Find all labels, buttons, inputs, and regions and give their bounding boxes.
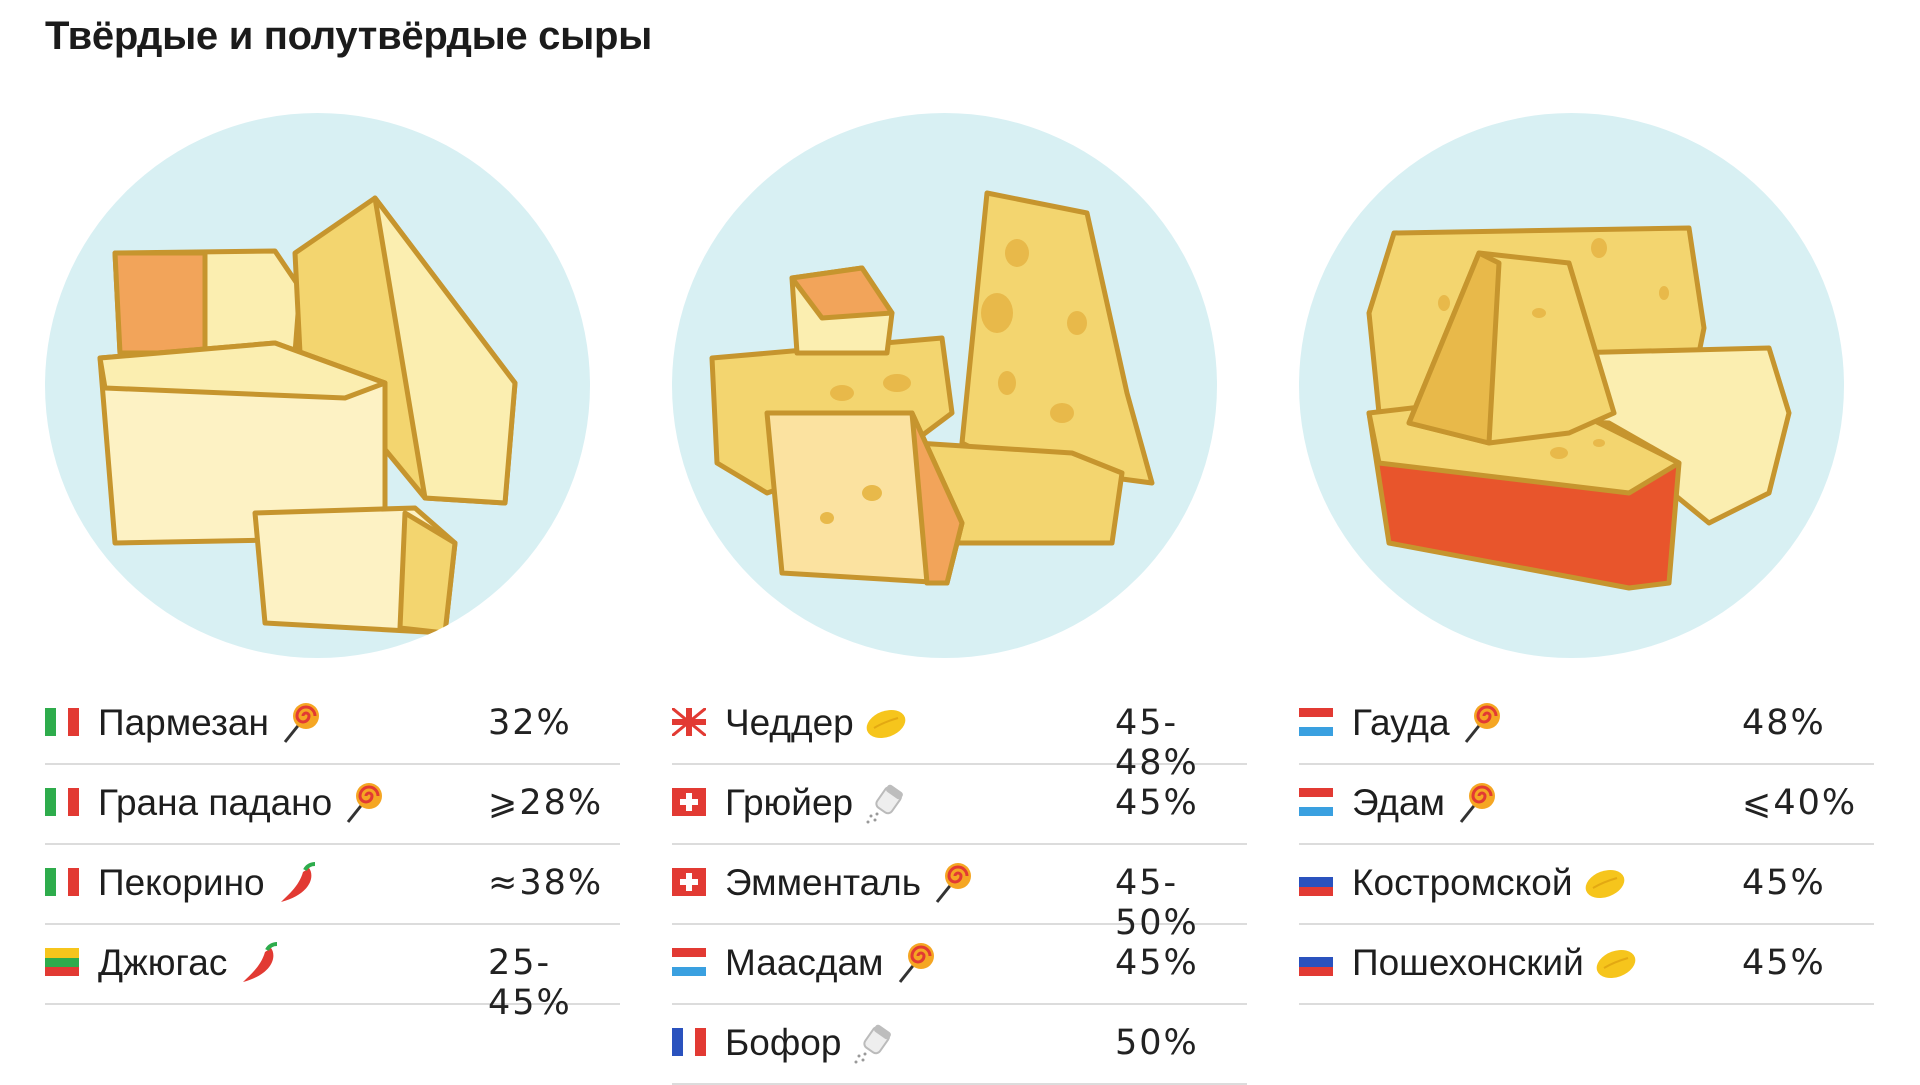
cheese-list-column-3: Гауда 48% Эдам ⩽40% Костромской 45% Пошехонски…	[1299, 685, 1874, 1005]
cheese-name: Бофор	[725, 1020, 895, 1066]
chili-pepper-icon	[275, 860, 319, 906]
cheese-row: Гауда 48%	[1299, 685, 1874, 765]
netherlands-flag	[1299, 788, 1333, 816]
chili-pepper-icon	[237, 940, 281, 986]
cheese-name-label: Пармезан	[98, 702, 269, 743]
russia-flag	[1299, 868, 1333, 896]
cheese-row: Грана падано ⩾28%	[45, 765, 620, 845]
netherlands-flag	[672, 948, 706, 976]
cheese-name: Костромской	[1352, 860, 1627, 906]
lollipop-icon	[1455, 780, 1499, 826]
cheese-name: Эмменталь	[725, 860, 975, 906]
fat-percentage: 45%	[1115, 783, 1199, 823]
cheese-name-label: Грана падано	[98, 782, 333, 823]
cheese-name-label: Джюгас	[98, 942, 228, 983]
lollipop-icon	[342, 780, 386, 826]
fat-percentage: 45-48%	[1115, 703, 1199, 783]
cheese-name-label: Костромской	[1352, 862, 1573, 903]
uk-flag	[672, 708, 706, 736]
cheese-list-column-1: Пармезан 32% Грана падано ⩾28% Пекорино ≈38% Д…	[45, 685, 620, 1023]
lemon-icon	[1583, 860, 1627, 906]
italy-flag	[45, 788, 79, 816]
fat-percentage: ≈38%	[488, 863, 604, 903]
cheese-name: Пошехонский	[1352, 940, 1638, 986]
cheese-name-label: Бофор	[725, 1022, 842, 1063]
lollipop-icon	[894, 940, 938, 986]
cheese-row: Пошехонский 45%	[1299, 925, 1874, 1005]
parmesan-illustration	[45, 113, 590, 658]
cheese-name-label: Пошехонский	[1352, 942, 1584, 983]
cheese-name-label: Эмменталь	[725, 862, 922, 903]
fat-percentage: 50%	[1115, 1023, 1199, 1063]
netherlands-flag	[1299, 708, 1333, 736]
switzerland-flag	[672, 868, 706, 896]
salt-shaker-icon	[851, 1020, 895, 1066]
fat-percentage: 48%	[1742, 703, 1826, 743]
fat-percentage: 32%	[488, 703, 572, 743]
swiss-cheese-illustration	[672, 113, 1217, 658]
lithuania-flag	[45, 948, 79, 976]
cheese-name: Пармезан	[98, 700, 323, 746]
gouda-illustration	[1299, 113, 1844, 658]
italy-flag	[45, 708, 79, 736]
cheese-row: Грюйер 45%	[672, 765, 1247, 845]
cheese-name: Грана падано	[98, 780, 386, 826]
cheese-name: Грюйер	[725, 780, 907, 826]
cheese-row: Джюгас 25-45%	[45, 925, 620, 1023]
cheese-name: Чеддер	[725, 700, 908, 746]
lemon-icon	[1594, 940, 1638, 986]
cheese-name: Гауда	[1352, 700, 1504, 746]
russia-flag	[1299, 948, 1333, 976]
fat-percentage: 25-45%	[488, 943, 572, 1023]
lollipop-icon	[931, 860, 975, 906]
cheese-name-label: Чеддер	[725, 702, 854, 743]
fat-percentage: ⩽40%	[1742, 783, 1858, 823]
lollipop-icon	[279, 700, 323, 746]
cheese-row: Эдам ⩽40%	[1299, 765, 1874, 845]
cheese-row: Пекорино ≈38%	[45, 845, 620, 925]
lollipop-icon	[1460, 700, 1504, 746]
fat-percentage: 45%	[1742, 943, 1826, 983]
cheese-name-label: Пекорино	[98, 862, 265, 903]
cheese-name-label: Гауда	[1352, 702, 1450, 743]
fat-percentage: 45-50%	[1115, 863, 1199, 943]
cheese-name-label: Маасдам	[725, 942, 884, 983]
cheese-name-label: Эдам	[1352, 782, 1445, 823]
cheese-row: Пармезан 32%	[45, 685, 620, 765]
salt-shaker-icon	[863, 780, 907, 826]
cheese-row: Эмменталь 45-50%	[672, 845, 1247, 943]
fat-percentage: ⩾28%	[488, 783, 604, 823]
page-title: Твёрдые и полутвёрдые сыры	[45, 14, 652, 58]
cheese-name: Эдам	[1352, 780, 1499, 826]
cheese-name-label: Грюйер	[725, 782, 854, 823]
italy-flag	[45, 868, 79, 896]
fat-percentage: 45%	[1742, 863, 1826, 903]
switzerland-flag	[672, 788, 706, 816]
fat-percentage: 45%	[1115, 943, 1199, 983]
cheese-name: Маасдам	[725, 940, 938, 986]
cheese-row: Чеддер 45-48%	[672, 685, 1247, 783]
cheese-name: Джюгас	[98, 940, 281, 986]
cheese-row: Маасдам 45%	[672, 925, 1247, 1005]
cheese-row: Бофор 50%	[672, 1005, 1247, 1085]
cheese-row: Костромской 45%	[1299, 845, 1874, 925]
lemon-icon	[864, 700, 908, 746]
cheese-name: Пекорино	[98, 860, 319, 906]
france-flag	[672, 1028, 706, 1056]
cheese-list-column-2: Чеддер 45-48% Грюйер 45% Эмменталь 45-50% Маас…	[672, 685, 1247, 1085]
